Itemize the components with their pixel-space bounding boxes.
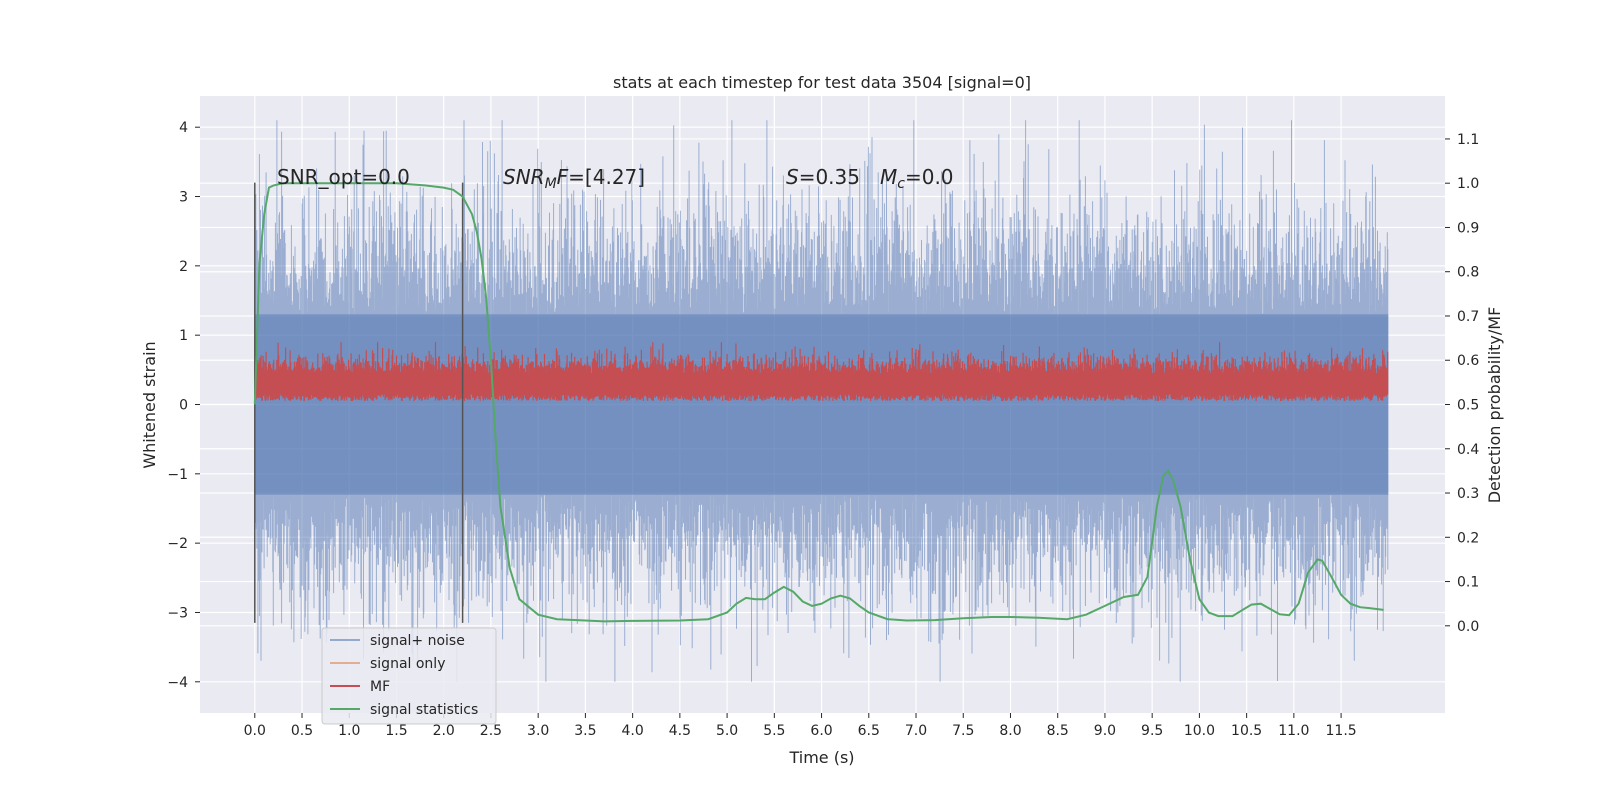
y-tick-label: 0: [179, 398, 188, 414]
legend: signal+ noise signal only MF signal stat…: [321, 627, 497, 725]
y2-tick-label: 0.9: [1457, 220, 1479, 236]
y2-axis-ticks: 1.1 1.0 0.9 0.8 0.7 0.6 0.5 0.4 0.3 0.2 0.1 0.0: [1445, 132, 1479, 635]
legend-label-mf: MF: [370, 679, 390, 695]
x-tick-label: 11.5: [1326, 723, 1357, 739]
y-tick-label: 2: [179, 259, 188, 275]
x-tick-label: 6.0: [810, 723, 832, 739]
y-tick-label: 1: [179, 328, 188, 344]
y2-axis-label: Detection probability/MF: [1485, 307, 1504, 504]
x-tick-label: 3.0: [527, 723, 549, 739]
y2-tick-label: 0.5: [1457, 398, 1479, 414]
y-axis-ticks: 4 3 2 1 0 −1 −2 −3 −4: [167, 120, 200, 691]
y-axis-label: Whitened strain: [140, 341, 159, 468]
x-tick-label: 5.0: [716, 723, 738, 739]
x-tick-label: 0.0: [244, 723, 266, 739]
x-tick-label: 0.5: [291, 723, 313, 739]
annotation-s: S=0.35: [786, 165, 860, 189]
x-tick-label: 7.0: [905, 723, 927, 739]
legend-label-signal-only: signal only: [370, 656, 445, 672]
x-tick-label: 1.0: [338, 723, 360, 739]
y2-tick-label: 0.4: [1457, 442, 1479, 458]
y2-tick-label: 1.1: [1457, 132, 1479, 148]
x-tick-label: 7.5: [952, 723, 974, 739]
y2-tick-label: 0.0: [1457, 619, 1479, 635]
annotation-mc: Mc=0.0: [880, 165, 954, 192]
y2-tick-label: 0.3: [1457, 486, 1479, 502]
chart-title: stats at each timestep for test data 350…: [613, 73, 1031, 92]
plot-area: [253, 120, 1389, 682]
series-signal-statistics: [253, 182, 1384, 623]
x-tick-label: 11.0: [1278, 723, 1309, 739]
x-tick-label: 2.5: [480, 723, 502, 739]
x-tick-label: 8.0: [999, 723, 1021, 739]
x-axis-label: Time (s): [788, 748, 854, 767]
legend-label-signal-noise: signal+ noise: [370, 633, 465, 649]
y-tick-label: −1: [167, 467, 188, 483]
y-tick-label: −4: [167, 675, 188, 691]
y-tick-label: 3: [179, 190, 188, 206]
y2-tick-label: 1.0: [1457, 176, 1479, 192]
legend-box: [321, 627, 497, 725]
y-tick-label: 4: [179, 120, 188, 136]
x-tick-label: 9.0: [1094, 723, 1116, 739]
x-tick-label: 5.5: [763, 723, 785, 739]
x-tick-label: 9.5: [1141, 723, 1163, 739]
series-signal-noise: [254, 120, 1389, 682]
legend-label-signal-statistics: signal statistics: [370, 702, 478, 718]
x-tick-label: 8.5: [1047, 723, 1069, 739]
x-tick-label: 4.0: [621, 723, 643, 739]
y2-tick-label: 0.2: [1457, 530, 1479, 546]
x-tick-label: 1.5: [385, 723, 407, 739]
y2-tick-label: 0.6: [1457, 353, 1479, 369]
y-tick-label: −3: [167, 605, 188, 621]
x-tick-label: 2.0: [433, 723, 455, 739]
x-axis-ticks: 0.0 0.5 1.0 1.5 2.0 2.5 3.0 3.5 4.0 4.5 5.0 5.5 6.0 6…: [244, 713, 1357, 739]
y2-tick-label: 0.8: [1457, 265, 1479, 281]
y2-tick-label: 0.1: [1457, 575, 1479, 591]
annotation-snr-mf: SNRMF=[4.27]: [503, 165, 645, 192]
x-tick-label: 10.5: [1231, 723, 1262, 739]
x-tick-label: 6.5: [858, 723, 880, 739]
annotation-snr-opt: SNR_opt=0.0: [277, 165, 410, 189]
x-tick-label: 4.5: [669, 723, 691, 739]
y-tick-label: −2: [167, 536, 188, 552]
x-tick-label: 3.5: [574, 723, 596, 739]
y2-tick-label: 0.7: [1457, 309, 1479, 325]
x-tick-label: 10.0: [1184, 723, 1215, 739]
